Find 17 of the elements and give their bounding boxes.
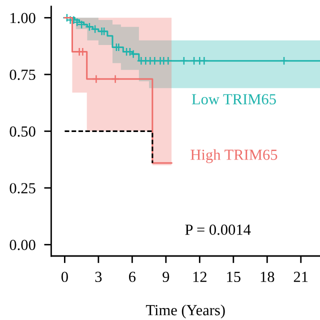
x-tick-label: 12: [193, 272, 206, 282]
x-tick-label: 6: [129, 272, 136, 282]
y-tick-label: 0.75: [10, 70, 36, 80]
text: Low TRIM65: [192, 94, 276, 104]
x-axis-title: Time (Years): [146, 304, 225, 318]
y-tick-label: 0.00: [10, 240, 36, 250]
y-tick-label: 1.00: [10, 12, 36, 24]
series-label: High TRIM65: [190, 149, 278, 164]
x-tick-label: 0: [61, 272, 68, 282]
x-tick-label: 3: [95, 272, 102, 282]
annotation: P = 0.0014: [185, 224, 251, 235]
x-tick-label: 21: [294, 272, 308, 282]
x-tick-label: 18: [260, 272, 274, 282]
x-tick-label: 9: [162, 272, 170, 282]
x-tick-label: 15: [227, 272, 240, 282]
y-tick-label: 0.50: [10, 126, 36, 137]
y-tick-label: 0.25: [10, 183, 36, 194]
